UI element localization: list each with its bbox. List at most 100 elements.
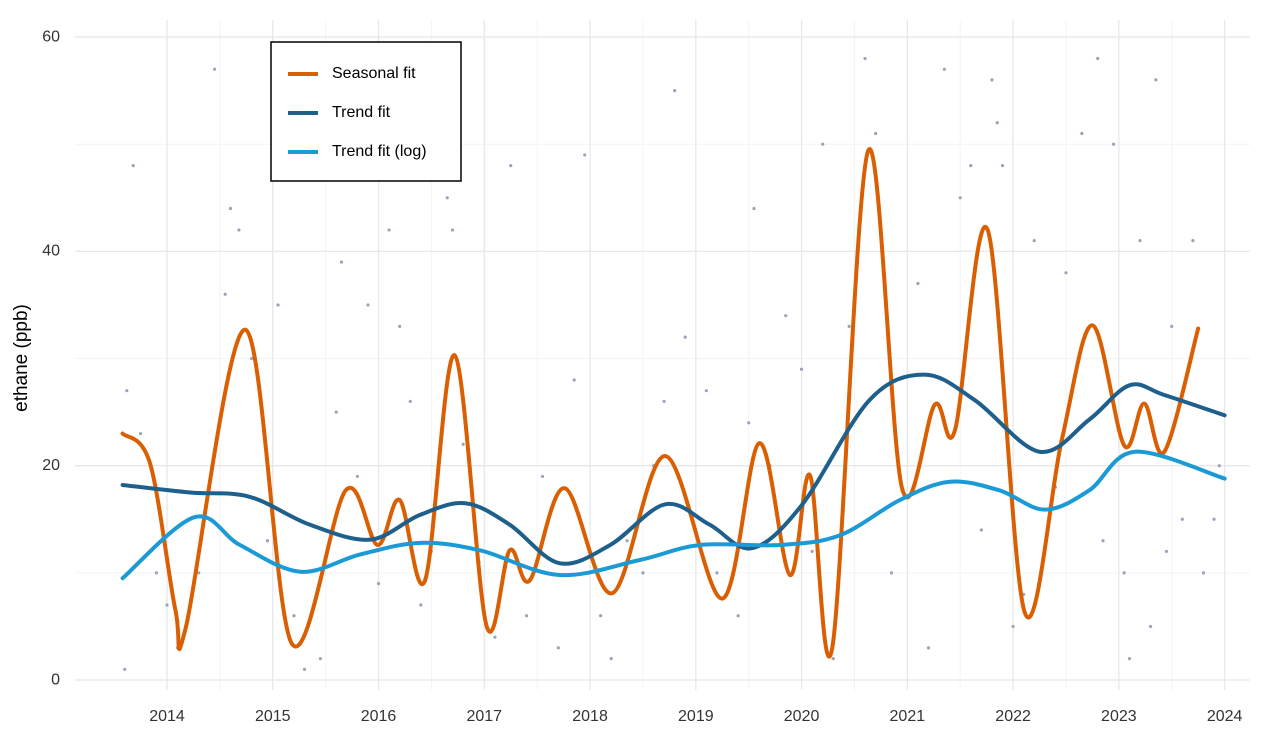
data-point bbox=[704, 389, 708, 393]
data-point bbox=[625, 539, 629, 543]
data-point bbox=[799, 367, 804, 371]
data-point bbox=[1201, 571, 1206, 575]
data-point bbox=[847, 324, 851, 328]
data-point bbox=[339, 260, 344, 264]
data-point bbox=[641, 571, 645, 575]
data-point bbox=[334, 410, 338, 414]
data-point bbox=[1080, 131, 1084, 136]
line-series bbox=[120, 449, 1227, 581]
data-point bbox=[556, 646, 560, 650]
legend-label: Trend fit bbox=[332, 104, 391, 121]
data-point bbox=[302, 667, 307, 671]
y-tick-label: 60 bbox=[42, 28, 60, 45]
x-tick-label: 2017 bbox=[466, 708, 502, 725]
data-point bbox=[237, 228, 241, 232]
data-point bbox=[874, 131, 878, 136]
data-point bbox=[662, 399, 666, 404]
data-point bbox=[831, 657, 835, 661]
x-tick-label: 2015 bbox=[255, 708, 291, 725]
data-point bbox=[1170, 324, 1174, 328]
data-point bbox=[1191, 239, 1195, 243]
grid bbox=[75, 20, 1250, 690]
data-point bbox=[131, 164, 135, 168]
data-point bbox=[1096, 56, 1100, 61]
data-point bbox=[524, 614, 529, 618]
data-point bbox=[213, 67, 217, 71]
data-point bbox=[942, 67, 946, 71]
data-point bbox=[445, 196, 449, 200]
data-point bbox=[747, 421, 751, 425]
data-point bbox=[969, 164, 973, 168]
data-point bbox=[493, 635, 497, 639]
legend-label: Seasonal fit bbox=[332, 65, 416, 82]
x-tick-label: 2014 bbox=[149, 708, 185, 725]
data-point bbox=[1111, 142, 1116, 146]
data-point bbox=[197, 571, 201, 575]
data-point bbox=[123, 667, 127, 671]
line-series bbox=[120, 147, 1201, 659]
data-point bbox=[683, 335, 687, 339]
data-point bbox=[958, 196, 962, 200]
data-point bbox=[376, 581, 381, 586]
data-point bbox=[276, 303, 280, 307]
data-point bbox=[408, 399, 412, 404]
data-point bbox=[265, 539, 270, 543]
data-point bbox=[419, 603, 423, 607]
data-point bbox=[1064, 271, 1068, 275]
data-point bbox=[509, 164, 513, 168]
data-point bbox=[1148, 624, 1153, 629]
data-point bbox=[461, 442, 465, 446]
data-point bbox=[889, 571, 894, 575]
data-point bbox=[990, 78, 994, 82]
data-point bbox=[398, 324, 402, 328]
x-tick-label: 2024 bbox=[1207, 708, 1243, 725]
data-point bbox=[1164, 549, 1169, 554]
data-point bbox=[1212, 517, 1216, 521]
data-point bbox=[572, 378, 576, 382]
x-tick-label: 2020 bbox=[784, 708, 820, 725]
data-point bbox=[1138, 239, 1142, 243]
data-point bbox=[926, 646, 931, 650]
x-tick-label: 2021 bbox=[890, 708, 926, 725]
data-point bbox=[609, 657, 613, 661]
data-point bbox=[1217, 464, 1221, 468]
y-tick-label: 20 bbox=[42, 457, 60, 474]
data-point bbox=[292, 614, 296, 618]
data-point bbox=[916, 281, 920, 286]
data-point bbox=[1127, 657, 1132, 661]
data-point bbox=[165, 603, 169, 607]
line-series bbox=[120, 372, 1227, 566]
y-tick-label: 0 bbox=[51, 671, 60, 688]
x-tick-label: 2022 bbox=[995, 708, 1031, 725]
data-point bbox=[1154, 78, 1158, 82]
data-point bbox=[138, 431, 143, 436]
data-point bbox=[752, 206, 756, 211]
data-point bbox=[715, 571, 719, 575]
legend-label: Trend fit (log) bbox=[332, 143, 427, 160]
data-point bbox=[1122, 571, 1126, 575]
data-point bbox=[250, 356, 254, 361]
data-point bbox=[821, 142, 825, 146]
data-point bbox=[1032, 239, 1036, 243]
x-tick-label: 2019 bbox=[678, 708, 714, 725]
data-point bbox=[995, 121, 999, 125]
data-point bbox=[863, 56, 867, 61]
data-point bbox=[1000, 164, 1005, 168]
data-point bbox=[1011, 624, 1015, 629]
data-point bbox=[583, 153, 587, 157]
data-point bbox=[1180, 517, 1184, 521]
data-point bbox=[736, 614, 740, 618]
data-point bbox=[366, 303, 370, 307]
y-tick-label: 40 bbox=[42, 243, 60, 260]
data-point bbox=[355, 474, 359, 479]
data-point bbox=[784, 314, 788, 318]
data-point bbox=[318, 657, 322, 661]
x-tick-label: 2016 bbox=[361, 708, 397, 725]
data-point bbox=[1101, 539, 1105, 543]
data-point bbox=[540, 474, 545, 479]
legend: Seasonal fit Trend fit Trend fit (log) bbox=[270, 41, 462, 182]
data-point bbox=[979, 528, 983, 532]
x-tick-label: 2023 bbox=[1101, 708, 1137, 725]
data-point bbox=[673, 89, 677, 93]
